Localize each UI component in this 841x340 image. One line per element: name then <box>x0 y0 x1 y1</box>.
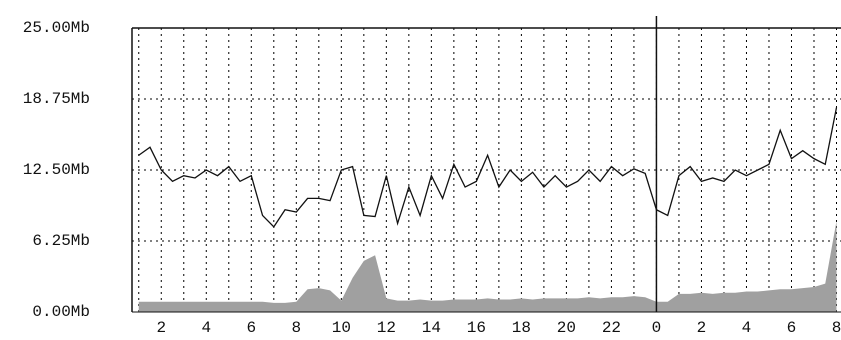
x-tick-label: 20 <box>557 319 576 337</box>
traffic-line <box>138 107 838 228</box>
y-tick-label: 18.75Mb <box>23 90 90 108</box>
x-tick-label: 8 <box>832 319 841 337</box>
x-tick-label: 12 <box>377 319 396 337</box>
y-tick-label: 0.00Mb <box>32 303 90 321</box>
traffic-area <box>138 221 837 312</box>
y-tick-label: 25.00Mb <box>23 19 90 37</box>
x-tick-label: 16 <box>467 319 486 337</box>
x-tick-label: 0 <box>652 319 662 337</box>
x-tick-label: 2 <box>697 319 707 337</box>
x-tick-label: 14 <box>422 319 441 337</box>
x-tick-label: 2 <box>156 319 166 337</box>
x-tick-label: 10 <box>332 319 351 337</box>
y-tick-label: 6.25Mb <box>32 232 90 250</box>
x-tick-label: 4 <box>201 319 211 337</box>
x-tick-label: 22 <box>602 319 621 337</box>
x-tick-label: 6 <box>246 319 256 337</box>
y-tick-label: 12.50Mb <box>23 161 90 179</box>
x-tick-label: 8 <box>292 319 302 337</box>
x-tick-label: 6 <box>787 319 797 337</box>
plot-area <box>132 27 841 312</box>
x-tick-label: 18 <box>512 319 531 337</box>
x-tick-label: 4 <box>742 319 752 337</box>
